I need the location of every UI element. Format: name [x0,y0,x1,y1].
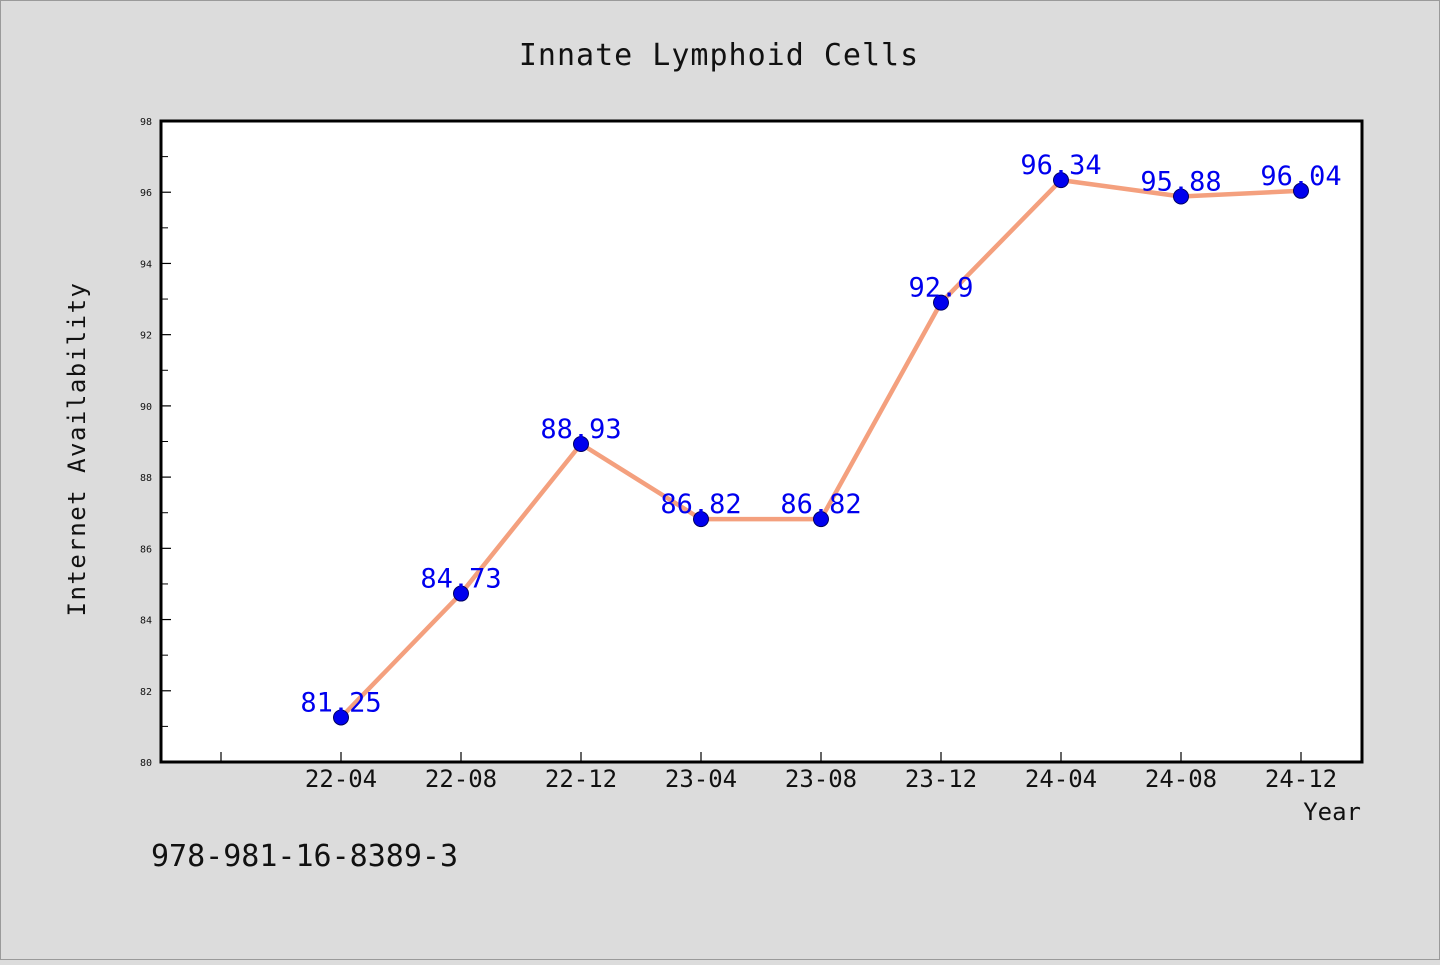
y-tick-label: 80 [140,758,152,769]
y-tick-label: 98 [140,117,152,128]
x-axis-label: Year [1303,798,1361,826]
data-point [573,435,589,452]
x-tick-label: 23-04 [665,765,737,793]
y-tick-label: 88 [140,473,152,484]
x-tick-label: 22-04 [305,765,377,793]
data-label: 88.93 [540,414,621,445]
x-tick-label: 24-12 [1265,765,1337,793]
y-tick-label: 86 [140,544,152,555]
chart-title: Innate Lymphoid Cells [519,38,919,73]
y-tick-label: 92 [140,331,152,342]
series-layer: 81.25 84.73 88.93 86.82 86.82 92.9 96.34 95.88 9… [300,150,1342,726]
x-axis-ticks: 22-04 22-08 22-12 23-04 23-08 23-12 24-04 24-08… [220,752,1337,793]
y-tick-label: 84 [140,616,152,627]
data-label: 84.73 [420,564,501,595]
x-tick-label: 22-12 [545,765,617,793]
data-point [1293,182,1309,199]
data-point [813,511,829,528]
y-tick-label: 82 [140,687,152,698]
x-tick-label: 23-12 [905,765,977,793]
data-label: 86.82 [780,489,861,520]
data-point [333,709,349,726]
data-label: 81.25 [300,687,381,718]
x-tick-label: 22-08 [425,765,497,793]
y-tick-label: 90 [140,402,152,413]
data-point [453,585,469,602]
y-tick-label: 94 [140,259,152,270]
y-tick-label: 96 [140,188,152,199]
data-label: 92.9 [908,273,973,304]
data-point [933,294,949,311]
data-point [693,511,709,528]
y-axis-label: Internet Availability [63,282,91,617]
data-label: 96.04 [1260,161,1341,192]
x-tick-label: 24-08 [1145,765,1217,793]
y-axis-ticks: 80 82 84 86 88 90 92 94 96 98 [140,117,171,769]
x-tick-label: 23-08 [785,765,857,793]
isbn-caption: 978-981-16-8389-3 [151,839,458,874]
data-label: 95.88 [1140,166,1221,197]
x-tick-label: 24-04 [1025,765,1097,793]
data-label: 86.82 [660,489,741,520]
plot-area [159,119,1364,764]
data-point [1053,172,1069,189]
data-point [1173,188,1189,205]
data-label: 96.34 [1020,150,1101,181]
